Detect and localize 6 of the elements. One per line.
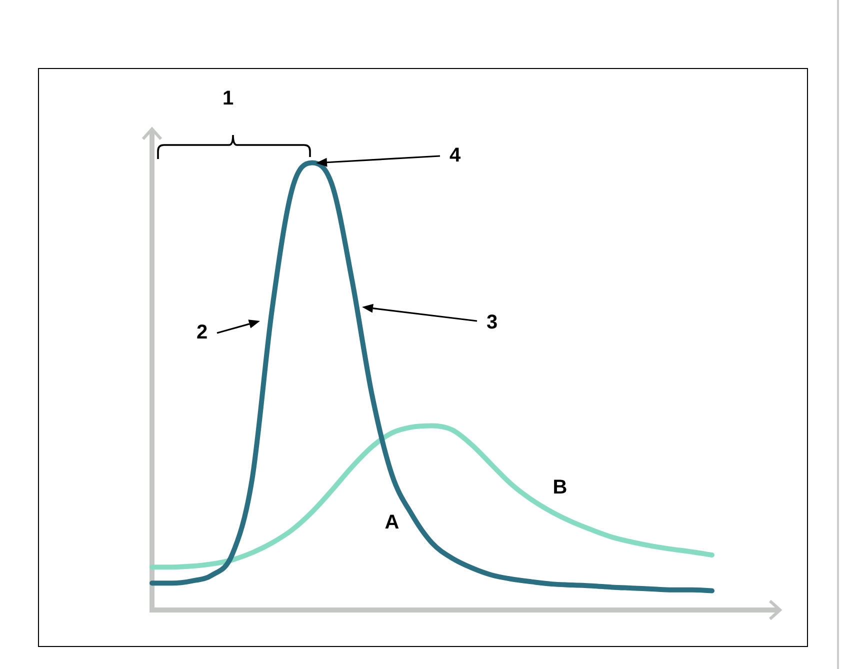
- text: 1: [222, 87, 234, 110]
- series-label: A: [384, 511, 400, 534]
- annotation: 4: [449, 144, 461, 168]
- series-label: B: [552, 476, 568, 499]
- annotation: 3: [486, 311, 498, 334]
- annotation: 2: [196, 321, 208, 344]
